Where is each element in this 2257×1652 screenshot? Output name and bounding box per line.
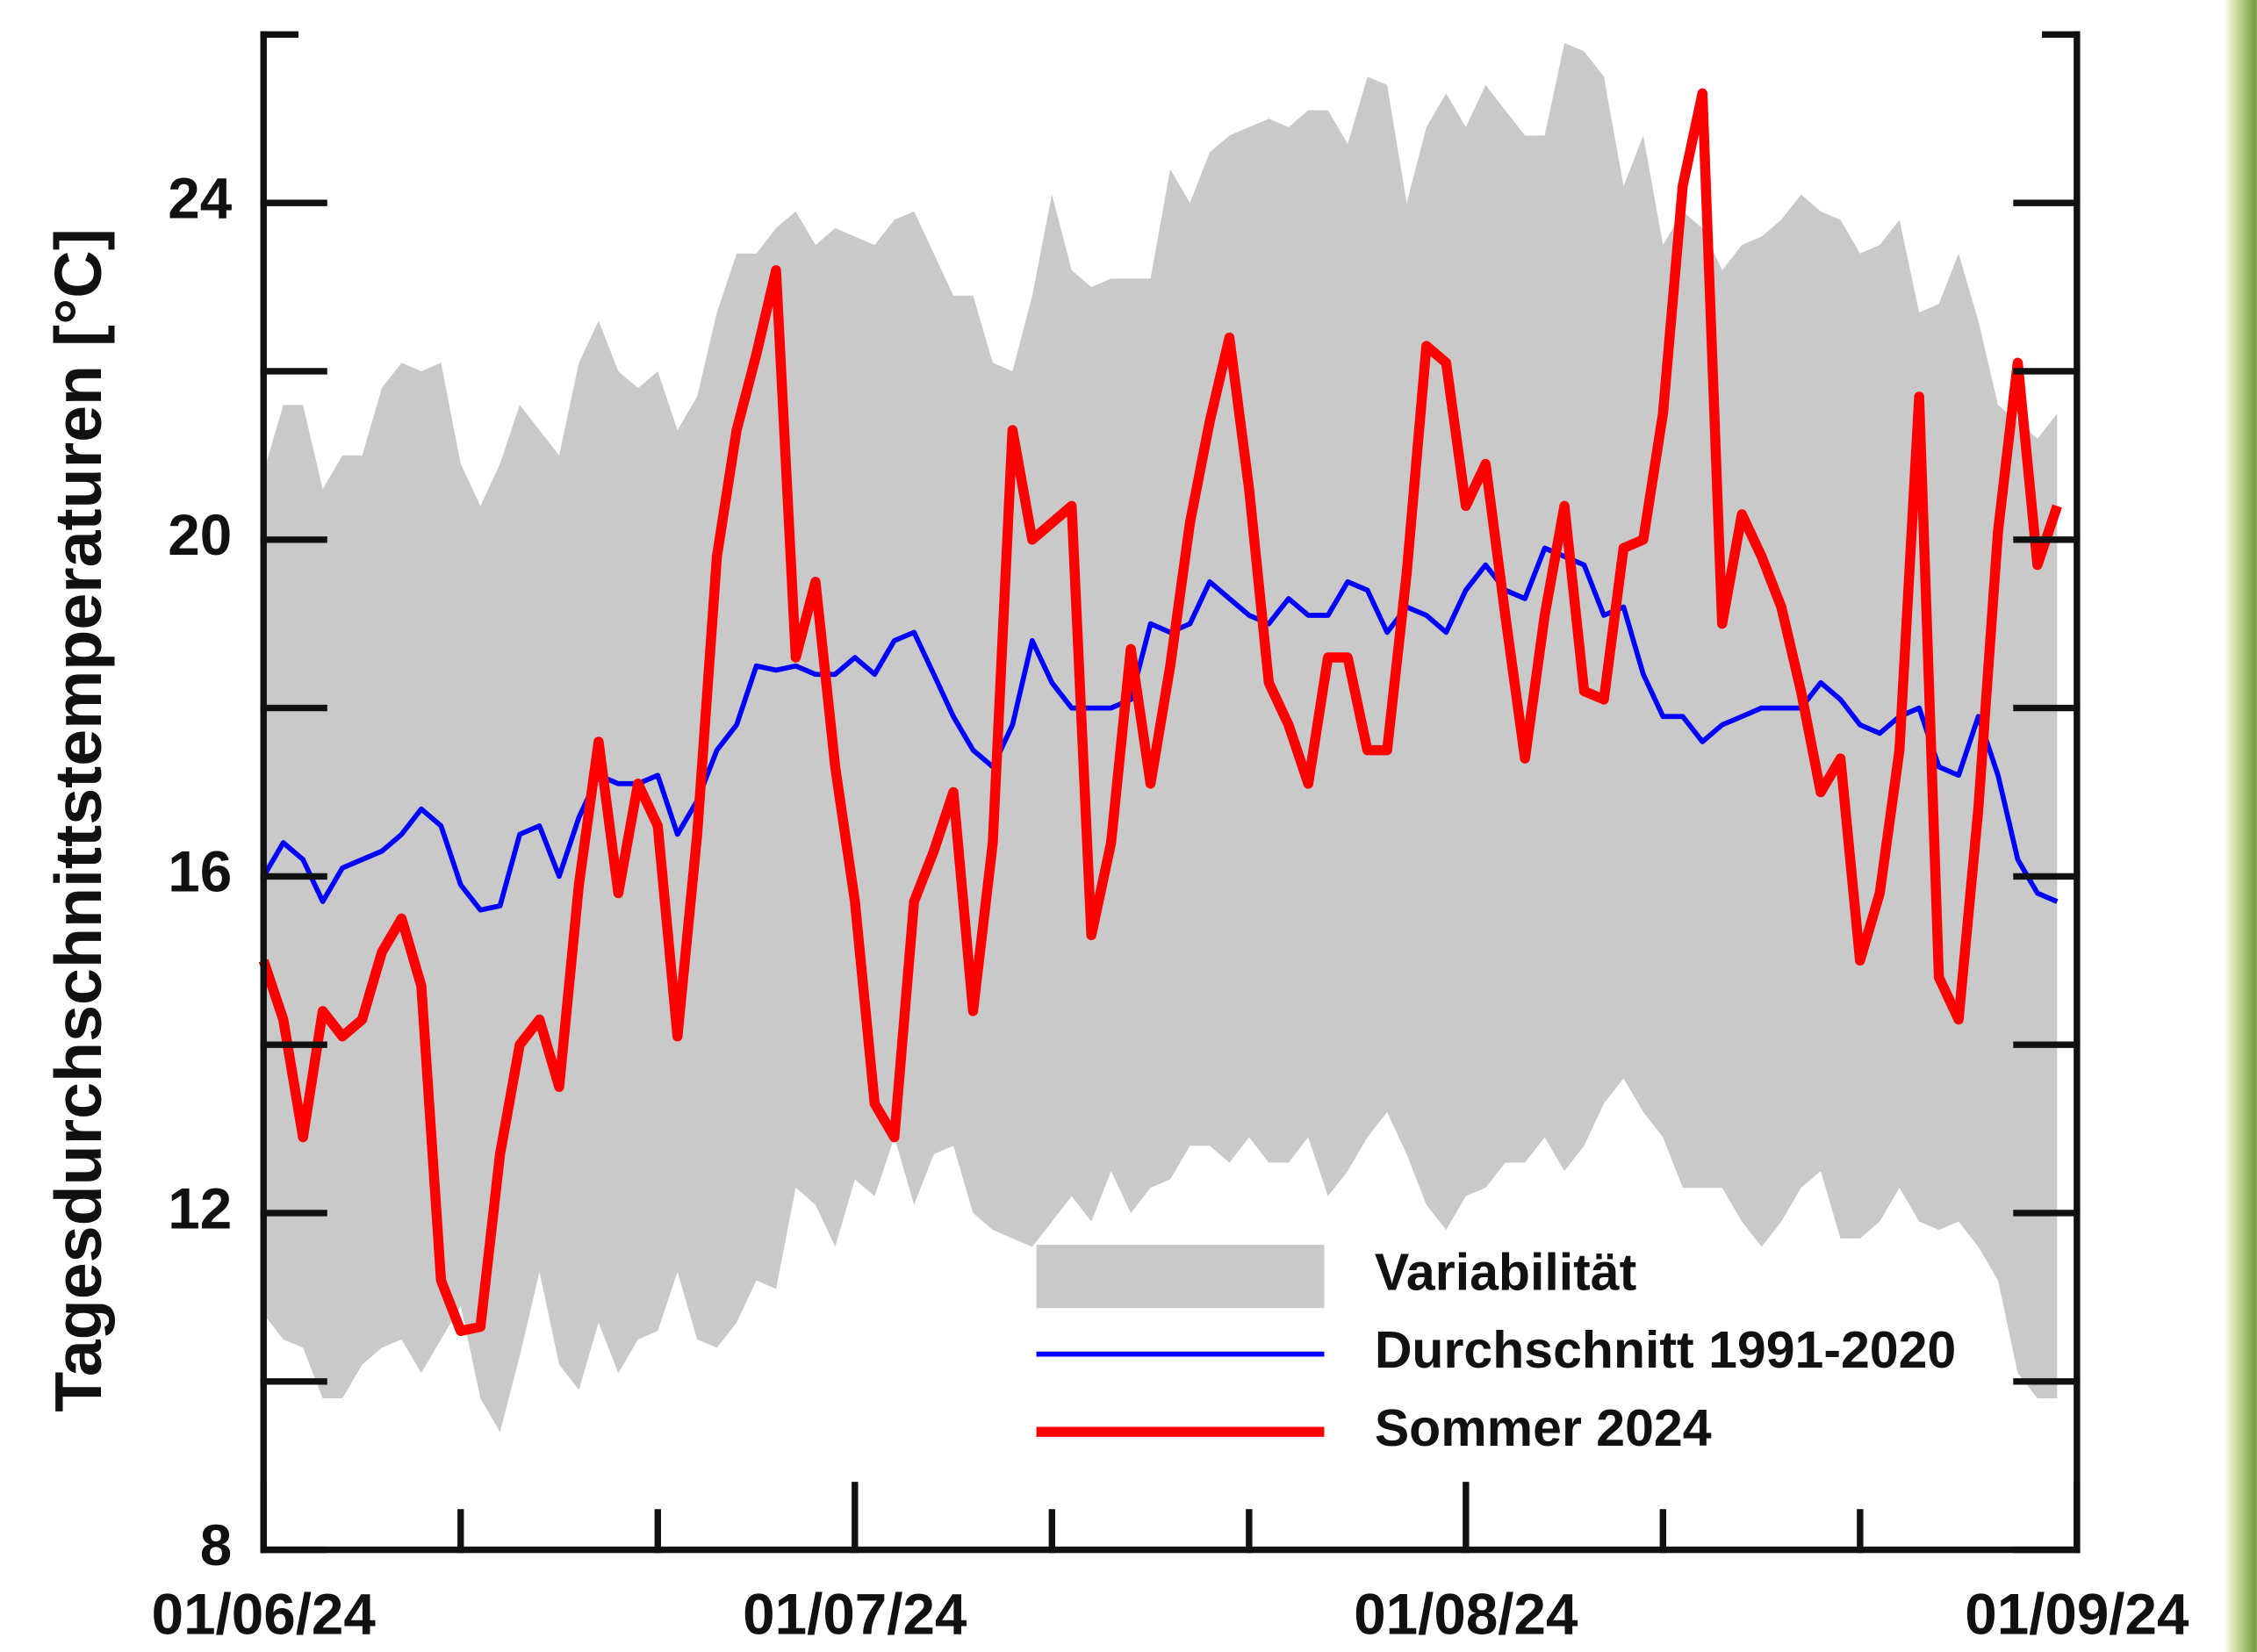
decor-strip: [2224, 0, 2257, 1652]
x-tick-label: 01/07/24: [743, 1583, 967, 1647]
legend-label: Durchschnitt 1991-2020: [1375, 1321, 1956, 1379]
y-tick-label: 8: [200, 1513, 232, 1577]
y-tick-label: 20: [168, 503, 232, 567]
x-tick-label: 01/06/24: [152, 1583, 377, 1647]
y-axis-label: Tagesdurchschnittstemperaturen [°C]: [41, 228, 115, 1412]
y-tick-label: 12: [168, 1176, 232, 1240]
y-tick-label: 16: [168, 840, 232, 904]
x-tick-label: 01/08/24: [1354, 1583, 1578, 1647]
legend-label: Sommer 2024: [1375, 1399, 1712, 1457]
y-tick-label: 24: [168, 166, 232, 230]
x-tick-label: 01/09/24: [1965, 1583, 2189, 1647]
legend-label: Variabilität: [1375, 1244, 1636, 1302]
page: Tagesdurchschnittstemperaturen [°C] 8 12 1…: [0, 0, 2257, 1652]
legend-swatch: [1037, 1245, 1325, 1308]
chart: Tagesdurchschnittstemperaturen [°C] 8 12 1…: [0, 0, 2257, 1652]
